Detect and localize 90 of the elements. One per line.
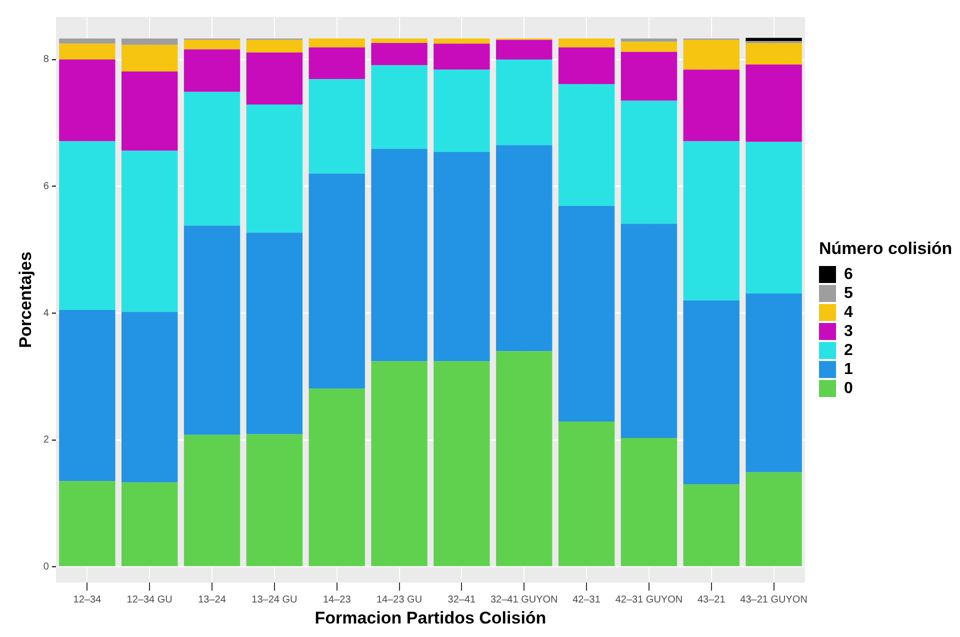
bar <box>246 104 303 233</box>
bar <box>122 312 178 482</box>
bar <box>434 44 490 70</box>
bar <box>371 361 428 566</box>
bar <box>683 484 740 566</box>
x-tick-label: 42–31 GUYON <box>615 594 683 606</box>
bar <box>620 38 678 42</box>
bar <box>184 226 240 435</box>
bar <box>184 92 240 226</box>
y-axis-title: Porcentajes <box>16 252 35 348</box>
bar <box>746 38 802 42</box>
bar <box>620 224 678 438</box>
x-tick-label: 12–34 <box>73 594 102 606</box>
legend-label: 5 <box>844 284 853 302</box>
bar <box>184 434 240 566</box>
bar <box>308 79 365 174</box>
bar <box>246 52 303 105</box>
bar <box>620 52 678 101</box>
x-tick-label: 14–23 <box>322 594 352 606</box>
legend-label: 0 <box>844 380 853 398</box>
bar <box>683 300 740 484</box>
bar <box>59 44 116 60</box>
bar <box>308 388 365 566</box>
bar <box>434 152 490 362</box>
bar <box>746 43 802 65</box>
x-tick-label: 12–34 GU <box>126 594 172 606</box>
y-tick-label: 4 <box>43 308 50 319</box>
x-tick-label: 13–24 GU <box>252 594 298 606</box>
bar <box>59 59 116 142</box>
bar <box>746 142 802 294</box>
x-tick-label: 14–23 GU <box>376 594 422 606</box>
bar <box>246 40 303 53</box>
bar <box>434 38 490 44</box>
bar <box>371 43 428 66</box>
x-tick-label: 43–21 <box>697 594 726 606</box>
bar <box>122 38 178 45</box>
x-axis-title: Formacion Partidos Colisión <box>314 608 546 628</box>
bar <box>558 84 615 206</box>
bar <box>683 141 740 300</box>
bar <box>683 40 740 70</box>
bar <box>746 293 802 472</box>
x-tick-label: 13–24 <box>198 594 226 606</box>
bar <box>434 361 490 566</box>
bar <box>122 72 178 151</box>
legend-label: 2 <box>844 342 853 360</box>
y-tick-label: 8 <box>43 54 50 66</box>
x-tick-label: 32–41 <box>448 594 476 606</box>
y-tick-label: 6 <box>43 181 50 192</box>
bar <box>620 100 678 224</box>
bar <box>371 65 428 149</box>
bar <box>496 59 552 146</box>
bar <box>184 40 240 50</box>
bar <box>558 422 615 566</box>
bar <box>122 44 178 72</box>
legend-title: Número colisión <box>819 239 952 259</box>
bar <box>620 438 678 566</box>
bar <box>122 482 178 566</box>
bar <box>371 38 428 43</box>
legend-label: 1 <box>844 360 853 378</box>
bar <box>683 70 740 142</box>
x-tick-label: 43–21 GUYON <box>740 594 808 606</box>
x-tick-label: 32–41 GUYON <box>490 594 558 606</box>
bar <box>59 481 116 566</box>
legend-label: 6 <box>844 266 853 284</box>
bar <box>122 150 178 312</box>
bar <box>496 40 552 60</box>
bar <box>558 47 615 84</box>
bar <box>496 145 552 352</box>
bar <box>558 38 615 48</box>
bar <box>558 206 615 422</box>
bar <box>308 174 365 389</box>
bar <box>59 38 116 44</box>
y-tick-label: 0 <box>43 562 50 572</box>
bar <box>246 434 303 566</box>
bar <box>746 64 802 142</box>
bar <box>184 49 240 92</box>
legend-label: 4 <box>844 304 853 322</box>
bar <box>746 472 802 566</box>
bar <box>496 351 552 566</box>
y-tick-label: 2 <box>43 434 50 446</box>
bar <box>620 42 678 52</box>
legend-label: 3 <box>844 322 853 340</box>
bar <box>246 232 303 434</box>
bar <box>371 148 428 362</box>
x-tick-label: 42–31 <box>572 594 601 606</box>
bar <box>59 141 116 310</box>
bar <box>308 38 365 48</box>
bar <box>308 47 365 80</box>
bar <box>59 310 116 482</box>
bar <box>434 70 490 152</box>
